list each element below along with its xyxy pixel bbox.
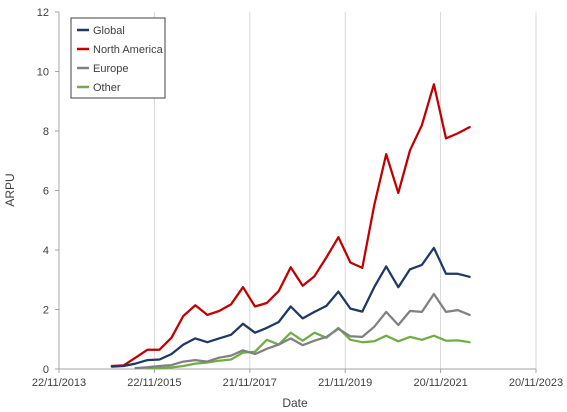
series-line-north-america	[110, 83, 471, 368]
y-tick-label: 12	[37, 7, 49, 19]
x-tick-label: 22/11/2013	[32, 377, 86, 389]
x-tick-label: 21/11/2019	[318, 377, 372, 389]
y-tick-label: 6	[43, 186, 49, 198]
series-line-other	[146, 326, 471, 370]
x-tick-label: 20/11/2021	[413, 377, 467, 389]
x-tick-label: 20/11/2023	[509, 377, 563, 389]
y-axis-title: ARPU	[3, 173, 17, 206]
y-tick-label: 2	[43, 305, 49, 317]
series-line-global	[110, 246, 471, 368]
axes: 0 2 4 6 8 10 12 22/11/2013 22/11/2015 21/11/2017 2…	[32, 7, 563, 389]
y-tick-label: 0	[43, 364, 49, 376]
legend-box	[70, 17, 166, 99]
legend-label: North America	[93, 44, 164, 56]
legend-label: Global	[93, 25, 125, 37]
x-tick-label: 22/11/2015	[127, 377, 181, 389]
legend: Global North America Europe Other	[70, 17, 166, 99]
y-tick-label: 8	[43, 126, 49, 138]
grid	[153, 12, 537, 369]
x-axis-title: Date	[282, 396, 308, 410]
y-tick-label: 10	[37, 67, 49, 79]
x-tick-label: 21/11/2017	[223, 377, 277, 389]
legend-label: Other	[93, 82, 121, 94]
series-line-europe	[134, 292, 471, 370]
series-group	[110, 83, 471, 370]
y-tick-label: 4	[43, 245, 49, 257]
legend-label: Europe	[93, 63, 128, 75]
